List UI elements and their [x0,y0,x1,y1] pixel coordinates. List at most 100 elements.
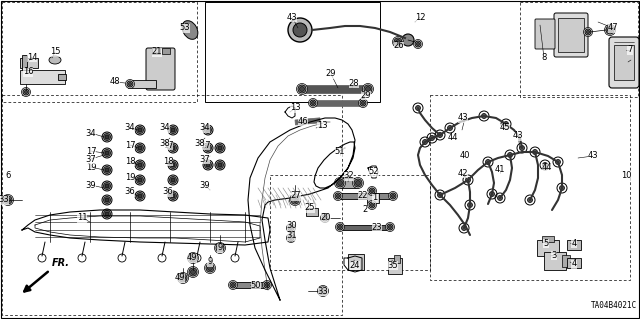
Text: 39: 39 [200,181,211,189]
Circle shape [486,160,490,165]
Circle shape [287,224,296,233]
FancyBboxPatch shape [535,19,555,49]
Circle shape [170,127,177,133]
Circle shape [180,276,186,280]
Circle shape [415,41,421,47]
Text: 8: 8 [541,54,547,63]
Circle shape [322,215,328,221]
Text: 35: 35 [388,261,398,270]
Circle shape [205,145,211,152]
Circle shape [337,224,343,230]
Circle shape [189,268,197,276]
Text: FR.: FR. [52,258,70,268]
Text: 33: 33 [317,286,328,295]
Circle shape [102,209,112,219]
Text: 50: 50 [251,280,261,290]
Circle shape [355,181,360,186]
Circle shape [6,197,10,203]
Text: 11: 11 [77,213,87,222]
Text: TA04B4021C: TA04B4021C [591,301,637,310]
Circle shape [102,148,112,158]
Text: 45: 45 [500,123,510,132]
Circle shape [136,127,143,133]
Circle shape [292,197,298,203]
Text: 37: 37 [86,154,97,164]
Text: 49: 49 [175,273,185,283]
Text: 14: 14 [27,53,37,62]
Bar [315,100,360,106]
Circle shape [188,266,198,278]
Bar [340,193,390,199]
Circle shape [365,86,371,92]
Circle shape [461,226,467,231]
Circle shape [203,143,213,153]
FancyBboxPatch shape [554,13,588,57]
Circle shape [289,195,301,205]
Circle shape [3,195,13,205]
Circle shape [188,253,198,263]
Text: 18: 18 [163,157,173,166]
Circle shape [105,135,109,139]
Circle shape [138,146,142,150]
Circle shape [520,145,525,151]
Text: 19: 19 [86,162,96,172]
Text: 25: 25 [305,204,316,212]
Bar [542,236,554,242]
Circle shape [367,201,376,210]
Text: 21: 21 [152,48,163,56]
Circle shape [312,101,314,105]
Circle shape [392,36,403,48]
Circle shape [438,132,442,137]
Circle shape [214,242,225,254]
Circle shape [586,31,589,33]
Text: 38: 38 [159,138,170,147]
Circle shape [104,182,111,189]
Text: 43: 43 [588,152,598,160]
Circle shape [105,168,109,172]
Circle shape [102,132,112,142]
Circle shape [298,85,306,93]
Circle shape [138,128,142,132]
Text: 28: 28 [349,78,359,87]
Circle shape [447,125,452,130]
Circle shape [390,193,396,199]
Bar [20,58,38,68]
Circle shape [206,146,210,150]
Bar [544,252,566,270]
Bar [305,85,365,93]
Circle shape [206,264,214,272]
Ellipse shape [49,56,61,64]
Circle shape [367,187,376,196]
Circle shape [467,203,472,207]
Text: 43: 43 [513,131,524,140]
Circle shape [171,194,175,198]
Circle shape [127,81,133,87]
Circle shape [385,222,394,232]
Circle shape [335,193,341,199]
Circle shape [543,162,547,167]
Circle shape [296,84,307,94]
Circle shape [556,160,561,165]
Circle shape [205,263,216,273]
Text: 34: 34 [200,123,211,132]
Circle shape [215,143,225,153]
Circle shape [323,217,326,219]
Text: 9: 9 [207,257,212,266]
Circle shape [360,100,366,106]
Circle shape [207,265,212,271]
FancyBboxPatch shape [609,37,639,88]
Circle shape [333,191,342,201]
Text: 44: 44 [448,133,458,143]
Text: 20: 20 [321,213,332,222]
Circle shape [136,176,143,183]
Bar [388,258,402,274]
Bar [537,240,559,256]
Text: 47: 47 [608,24,618,33]
Text: 17: 17 [200,140,211,150]
Text: 15: 15 [50,48,60,56]
Circle shape [170,161,177,168]
Text: 19: 19 [125,173,135,182]
Bar [2,95,342,315]
Bar [295,118,321,125]
Circle shape [264,282,270,288]
